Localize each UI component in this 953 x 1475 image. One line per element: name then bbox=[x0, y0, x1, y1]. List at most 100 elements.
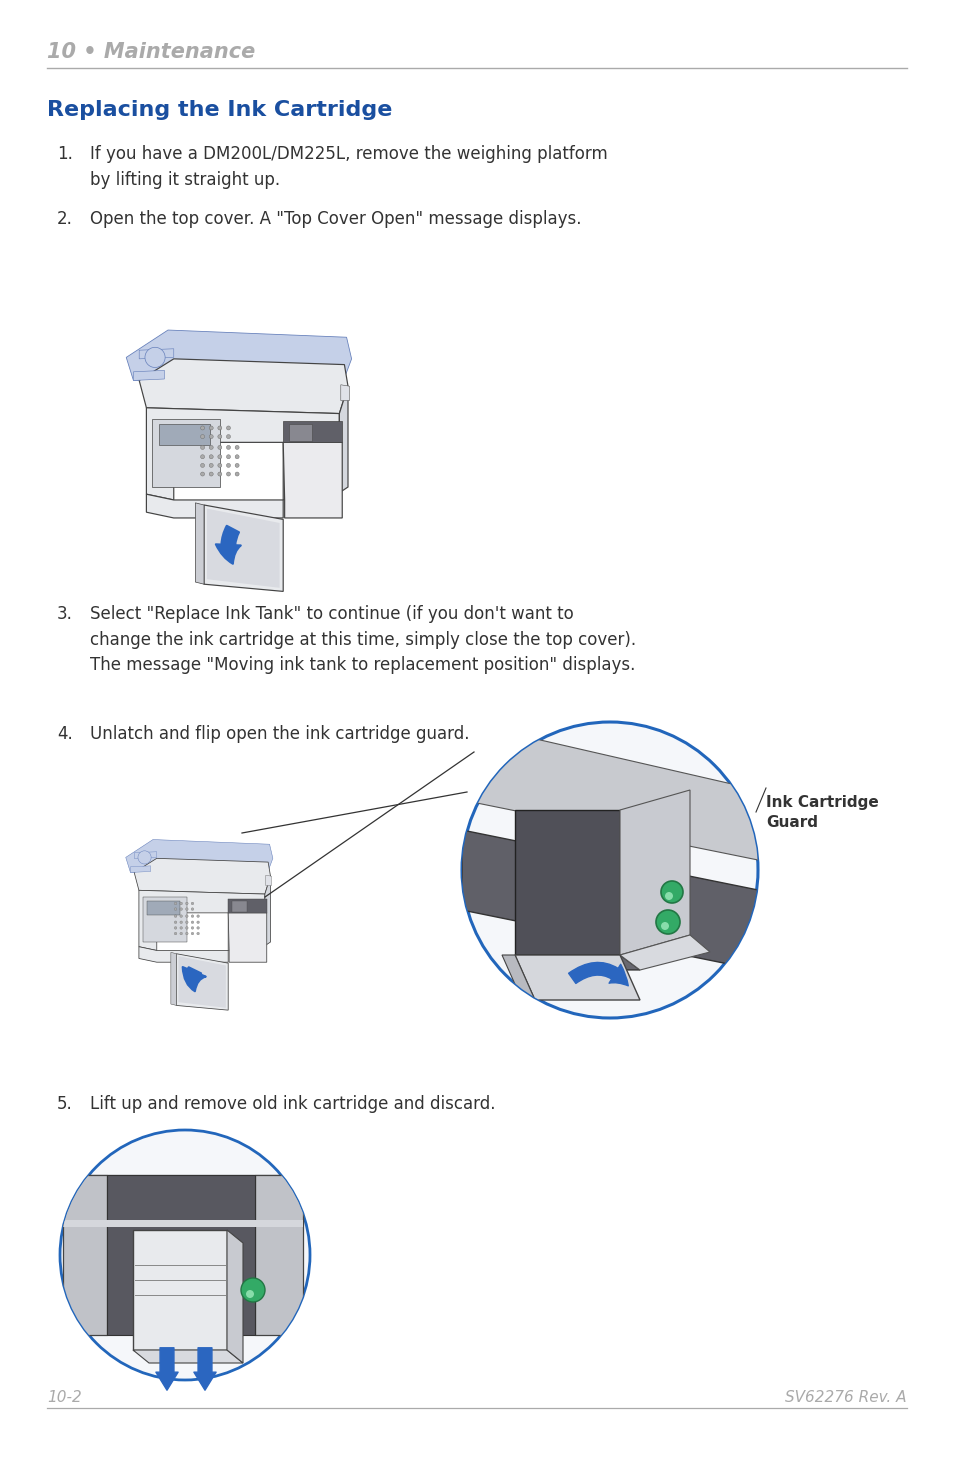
Text: 10-2: 10-2 bbox=[47, 1389, 82, 1406]
Polygon shape bbox=[178, 956, 226, 1007]
Polygon shape bbox=[227, 1230, 243, 1363]
Circle shape bbox=[174, 926, 176, 929]
Polygon shape bbox=[146, 494, 283, 518]
Circle shape bbox=[234, 445, 239, 450]
Polygon shape bbox=[143, 897, 187, 943]
Polygon shape bbox=[132, 1350, 243, 1363]
Circle shape bbox=[226, 454, 231, 459]
Circle shape bbox=[226, 445, 231, 450]
Circle shape bbox=[196, 932, 199, 935]
Polygon shape bbox=[461, 721, 758, 860]
Circle shape bbox=[200, 463, 204, 468]
Polygon shape bbox=[515, 810, 619, 954]
Polygon shape bbox=[171, 953, 176, 1006]
Circle shape bbox=[217, 454, 222, 459]
Polygon shape bbox=[228, 898, 267, 913]
Text: 4.: 4. bbox=[57, 726, 72, 743]
Polygon shape bbox=[461, 830, 758, 971]
Polygon shape bbox=[132, 1230, 227, 1350]
Polygon shape bbox=[619, 791, 689, 954]
Polygon shape bbox=[339, 386, 348, 493]
Circle shape bbox=[234, 454, 239, 459]
Circle shape bbox=[191, 920, 193, 923]
Polygon shape bbox=[107, 1176, 254, 1335]
Polygon shape bbox=[283, 442, 342, 518]
Circle shape bbox=[174, 914, 176, 917]
Polygon shape bbox=[265, 876, 271, 945]
Polygon shape bbox=[126, 839, 273, 878]
Polygon shape bbox=[176, 954, 228, 1010]
Text: Replacing the Ink Cartridge: Replacing the Ink Cartridge bbox=[47, 100, 392, 119]
Circle shape bbox=[209, 445, 213, 450]
Polygon shape bbox=[515, 954, 639, 1000]
FancyArrowPatch shape bbox=[155, 1348, 178, 1391]
Circle shape bbox=[209, 435, 213, 438]
Circle shape bbox=[185, 920, 188, 923]
Polygon shape bbox=[289, 423, 312, 441]
Circle shape bbox=[209, 454, 213, 459]
Polygon shape bbox=[139, 358, 348, 413]
Circle shape bbox=[180, 914, 182, 917]
Polygon shape bbox=[232, 901, 247, 912]
Circle shape bbox=[191, 926, 193, 929]
Text: 5.: 5. bbox=[57, 1094, 72, 1114]
Polygon shape bbox=[515, 954, 639, 971]
Circle shape bbox=[660, 922, 668, 931]
Circle shape bbox=[234, 472, 239, 476]
Text: Ink Cartridge
Guard: Ink Cartridge Guard bbox=[765, 795, 878, 830]
Polygon shape bbox=[195, 503, 204, 584]
Text: Select "Replace Ink Tank" to continue (if you don't want to
change the ink cartr: Select "Replace Ink Tank" to continue (i… bbox=[90, 605, 636, 674]
Circle shape bbox=[174, 907, 176, 910]
Polygon shape bbox=[134, 851, 156, 858]
FancyArrowPatch shape bbox=[182, 968, 206, 991]
Polygon shape bbox=[207, 509, 279, 589]
Circle shape bbox=[196, 920, 199, 923]
FancyArrowPatch shape bbox=[215, 525, 240, 563]
FancyArrowPatch shape bbox=[568, 962, 628, 985]
Text: 1.: 1. bbox=[57, 145, 72, 164]
Text: 3.: 3. bbox=[57, 605, 72, 622]
Circle shape bbox=[196, 926, 199, 929]
Text: SV62276 Rev. A: SV62276 Rev. A bbox=[784, 1389, 906, 1406]
Circle shape bbox=[174, 932, 176, 935]
Text: 2.: 2. bbox=[57, 209, 72, 229]
Polygon shape bbox=[131, 866, 151, 872]
Circle shape bbox=[209, 472, 213, 476]
Circle shape bbox=[185, 903, 188, 904]
Polygon shape bbox=[134, 858, 271, 894]
Circle shape bbox=[217, 435, 222, 438]
Polygon shape bbox=[63, 1176, 107, 1335]
Polygon shape bbox=[283, 420, 342, 442]
Polygon shape bbox=[254, 1176, 303, 1335]
Circle shape bbox=[174, 920, 176, 923]
Polygon shape bbox=[139, 947, 228, 962]
Circle shape bbox=[185, 907, 188, 910]
Polygon shape bbox=[139, 891, 265, 950]
Polygon shape bbox=[228, 913, 267, 962]
Circle shape bbox=[241, 1277, 265, 1302]
FancyArrowPatch shape bbox=[193, 1348, 216, 1391]
Circle shape bbox=[217, 426, 222, 431]
Circle shape bbox=[60, 1130, 310, 1381]
Circle shape bbox=[180, 926, 182, 929]
Circle shape bbox=[226, 463, 231, 468]
Circle shape bbox=[461, 721, 758, 1018]
Circle shape bbox=[191, 903, 193, 904]
Circle shape bbox=[145, 347, 165, 367]
Polygon shape bbox=[63, 1220, 303, 1227]
Circle shape bbox=[196, 914, 199, 917]
Polygon shape bbox=[619, 935, 709, 971]
Circle shape bbox=[246, 1291, 253, 1298]
Circle shape bbox=[200, 445, 204, 450]
Circle shape bbox=[191, 914, 193, 917]
Circle shape bbox=[200, 472, 204, 476]
Text: Open the top cover. A "Top Cover Open" message displays.: Open the top cover. A "Top Cover Open" m… bbox=[90, 209, 581, 229]
Circle shape bbox=[200, 426, 204, 431]
Circle shape bbox=[226, 472, 231, 476]
Circle shape bbox=[180, 907, 182, 910]
Polygon shape bbox=[139, 348, 173, 358]
Circle shape bbox=[234, 463, 239, 468]
Circle shape bbox=[200, 435, 204, 438]
Circle shape bbox=[185, 914, 188, 917]
Circle shape bbox=[209, 426, 213, 431]
